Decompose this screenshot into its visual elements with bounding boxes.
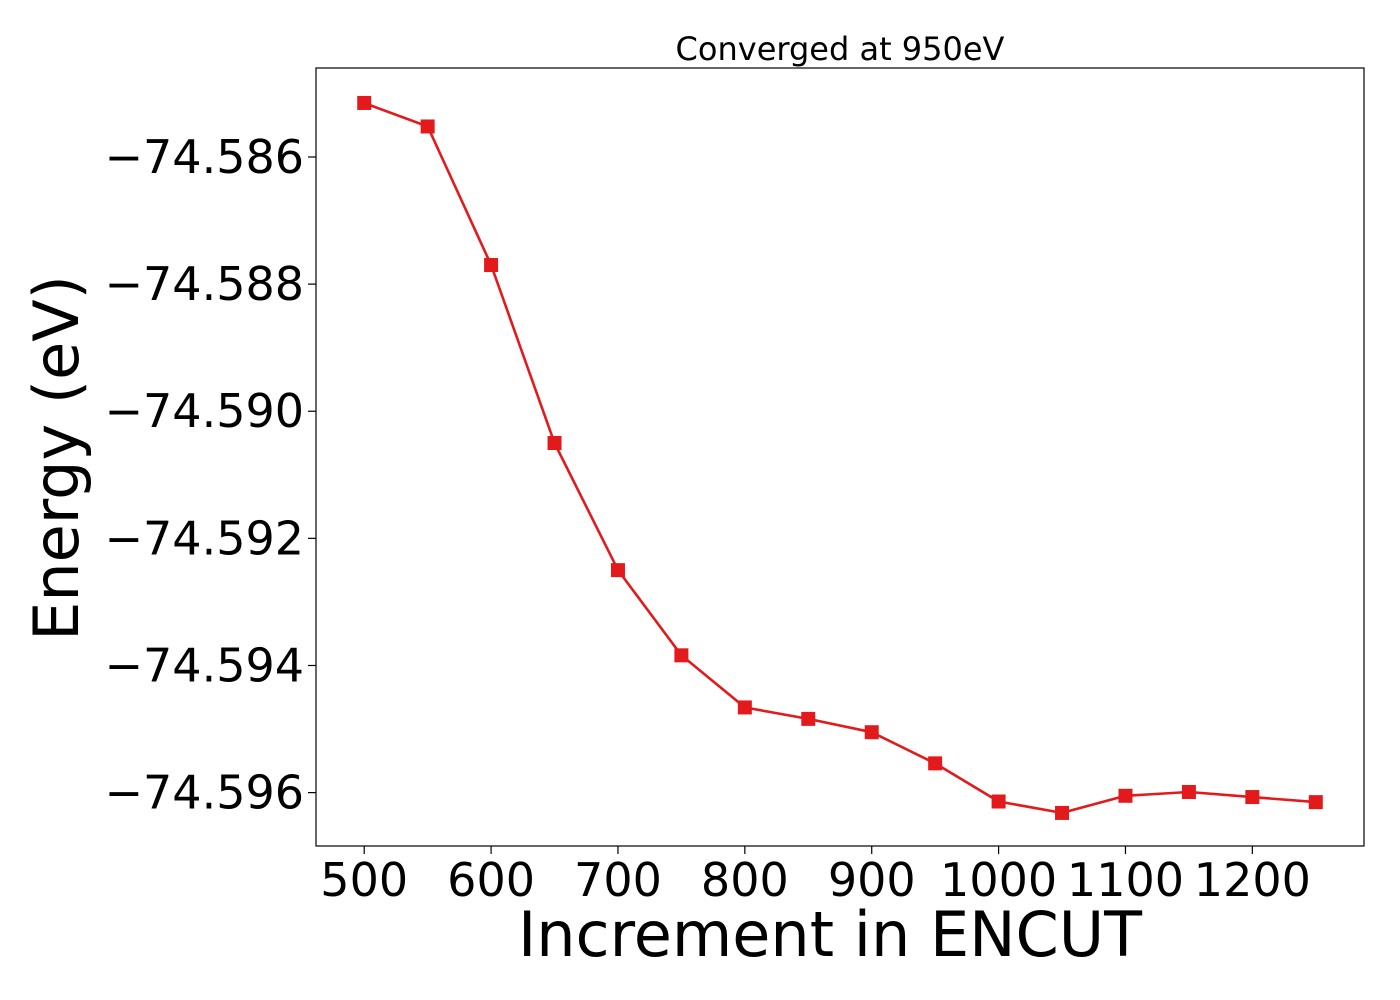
- x-tick-label: 800: [701, 853, 789, 907]
- data-point: [928, 756, 943, 771]
- x-tick-label: 1000: [940, 853, 1057, 907]
- data-point: [484, 258, 499, 273]
- data-point: [357, 95, 372, 110]
- y-tick-label: −74.590: [105, 384, 305, 438]
- plot-frame: [315, 67, 1365, 847]
- data-point: [547, 436, 562, 451]
- y-tick-label: −74.594: [105, 638, 305, 692]
- data-point: [610, 563, 625, 578]
- x-tick-label: 900: [828, 853, 916, 907]
- data-point: [801, 711, 816, 726]
- y-axis-label: Energy (eV): [20, 275, 93, 641]
- chart-title: Converged at 950eV: [676, 30, 1005, 68]
- data-point: [420, 119, 435, 134]
- data-point: [991, 794, 1006, 809]
- data-point: [737, 700, 752, 715]
- x-tick-label: 1200: [1194, 853, 1311, 907]
- data-point: [1118, 788, 1133, 803]
- plot-area: [357, 95, 1323, 820]
- x-tick-label: 500: [320, 853, 408, 907]
- y-tick-label: −74.586: [105, 130, 305, 184]
- series-line: [363, 101, 1316, 815]
- x-tick-label: 600: [447, 853, 535, 907]
- data-point: [1055, 805, 1070, 820]
- y-axis: −74.586 −74.588 −74.590 −74.592 −74.594 −74.5…: [105, 130, 316, 820]
- y-tick-label: −74.592: [105, 511, 305, 565]
- data-point: [674, 648, 689, 663]
- data-point: [1181, 784, 1196, 799]
- x-tick-label: 1100: [1067, 853, 1184, 907]
- x-tick-label: 700: [574, 853, 662, 907]
- data-point: [1308, 795, 1323, 810]
- data-point: [1245, 790, 1260, 805]
- x-axis: 500 600 700 800 900 1000 1100 1200: [320, 846, 1311, 907]
- x-axis-label: Increment in ENCUT: [518, 898, 1143, 971]
- y-tick-label: −74.596: [105, 766, 305, 820]
- y-tick-label: −74.588: [105, 257, 305, 311]
- data-point: [864, 725, 879, 740]
